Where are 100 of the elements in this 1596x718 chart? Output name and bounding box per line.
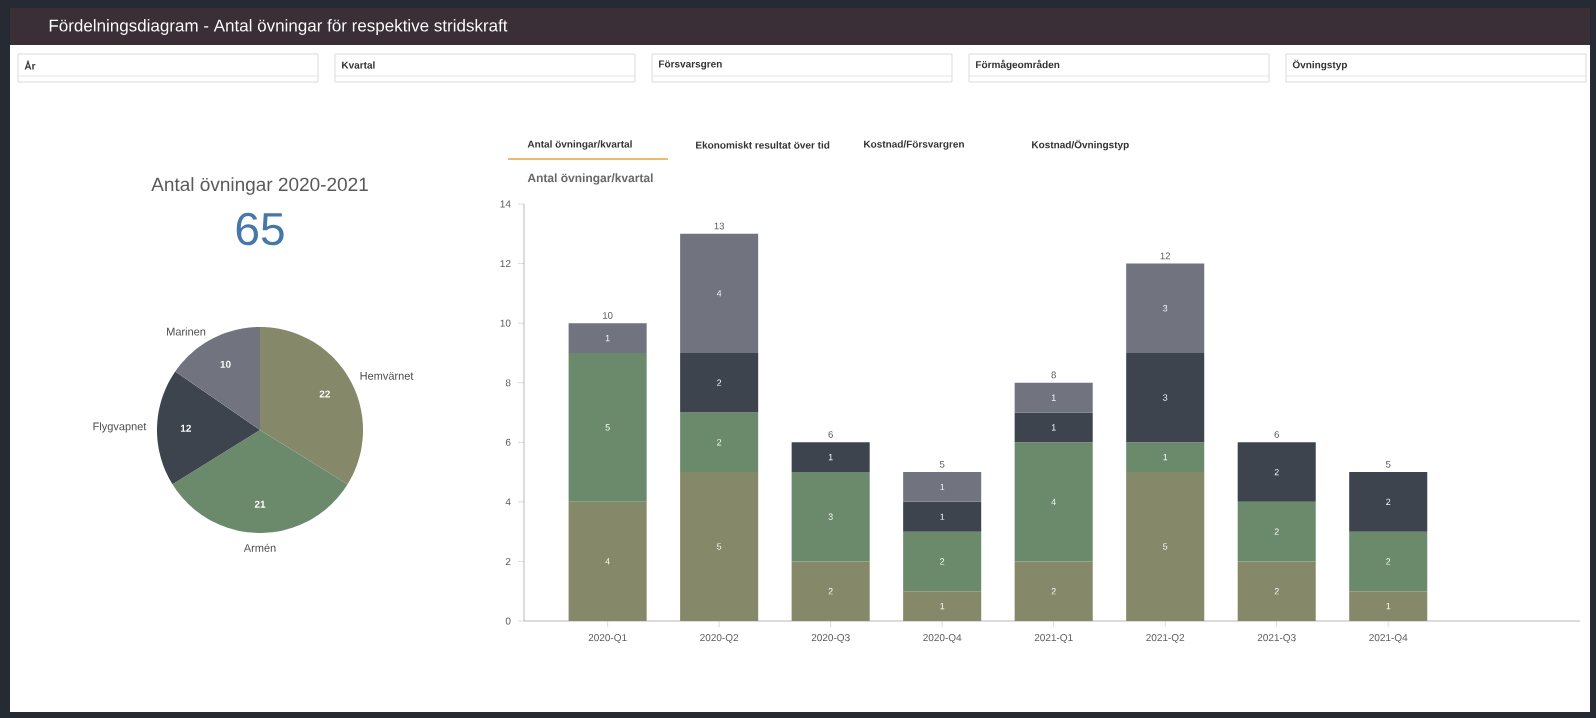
bar [1126,352,1205,443]
data-label: 12 [180,424,192,432]
data-label: 2 [1274,468,1279,476]
data-label: 21 [254,500,266,508]
x-tick-label: 2020-Q3 [811,634,850,643]
data-label: 1 [1051,394,1056,401]
bar [568,323,647,353]
bar [1014,561,1093,621]
total-label: 5 [939,461,945,468]
data-label: 1 [828,454,833,461]
total-label: 6 [828,431,833,438]
bar [1237,501,1316,562]
bar [1014,442,1093,562]
total-label: 13 [714,222,725,230]
x-tick-label: 2021-Q4 [1369,634,1408,643]
x-tick-label: 2020-Q4 [923,634,962,643]
data-label: 22 [319,390,330,398]
bar [791,472,870,562]
x-tick-label: 2020-Q2 [700,634,739,643]
y-tick-label: 6 [505,438,511,446]
text: Kostnad/Försvargren [864,140,964,150]
x-tick-label: 2021-Q3 [1257,634,1296,643]
y-tick-label: 12 [500,260,511,268]
data-label: 3 [1163,394,1168,401]
text: Förmågeområden [976,59,1060,71]
data-label: 1 [605,334,610,342]
bar [903,591,982,621]
bar [903,531,982,592]
data-label: 2 [940,558,945,565]
data-label: 2 [717,439,722,446]
bar [791,561,870,621]
text: Kostnad/Övningstyp [1032,139,1129,151]
bar [1014,412,1093,443]
chart-title: Antal övningar 2020-2021 [151,177,368,195]
chart-subtitle: 65 [236,212,284,246]
text: År [24,60,36,70]
data-label: 1 [1163,454,1168,461]
bar [1126,472,1205,621]
bar [680,472,759,621]
data-label: 3 [828,513,833,520]
bar [1237,561,1316,621]
data-label: 1 [940,603,945,610]
data-label: 5 [605,424,610,431]
y-tick-label: 4 [505,498,511,506]
bar [680,412,759,473]
bar [1349,591,1428,621]
bar [680,233,759,353]
bar [1237,442,1316,502]
data-label: 2 [828,588,833,595]
bar [791,442,870,473]
total-label: 6 [1274,431,1279,438]
bar [903,472,982,502]
data-label: 2 [1051,588,1056,595]
data-label: 5 [1163,543,1168,550]
data-label: 2 [1386,498,1391,505]
data-label: 3 [1163,305,1168,312]
bar [568,501,647,621]
y-tick-label: 0 [505,617,511,625]
bar [1126,263,1205,353]
y-tick-label: 14 [500,200,511,208]
chart-title: Antal övningar/kvartal [527,173,653,185]
bar [903,501,982,532]
slice-label: Armén [243,543,276,552]
data-label: 2 [717,379,722,386]
data-label: 1 [1051,424,1056,431]
x-tick-label: 2021-Q2 [1146,634,1185,643]
data-label: 4 [605,558,610,565]
total-label: 8 [1051,371,1056,379]
data-label: 2 [1274,528,1279,535]
x-tick-label: 2021-Q1 [1034,634,1073,643]
text: Antal övningar/kvartal [527,140,632,150]
text: Fördelningsdiagram - Antal övningar för respektive stridskraft [49,19,508,35]
total-label: 5 [1385,461,1391,468]
slice-label: Flygvapnet [93,422,147,433]
data-label: 1 [940,513,945,520]
text: Försvarsgren [659,60,722,70]
data-label: 1 [1386,603,1391,610]
bar [1014,382,1093,413]
bar [568,352,647,502]
y-tick-label: 10 [500,319,511,327]
y-tick-label: 2 [505,557,511,565]
text: Kvartal [342,61,375,69]
slice-label: Hemvärnet [360,372,414,380]
text: Ekonomiskt resultat över tid [696,141,830,149]
data-label: 4 [1051,498,1056,505]
bar [1126,442,1205,473]
slice-label: Marinen [167,327,206,336]
data-label: 2 [1386,558,1391,565]
x-tick-label: 2020-Q1 [588,634,627,643]
text: Övningstyp [1292,59,1348,71]
bar [1349,531,1428,592]
data-label: 5 [716,543,722,550]
data-label: 2 [1274,588,1279,595]
bar [1349,472,1428,532]
data-label: 10 [220,360,231,368]
bar [680,352,759,413]
total-label: 12 [1160,252,1170,260]
y-tick-label: 8 [505,379,511,387]
data-label: 1 [940,483,945,491]
total-label: 10 [603,312,613,319]
